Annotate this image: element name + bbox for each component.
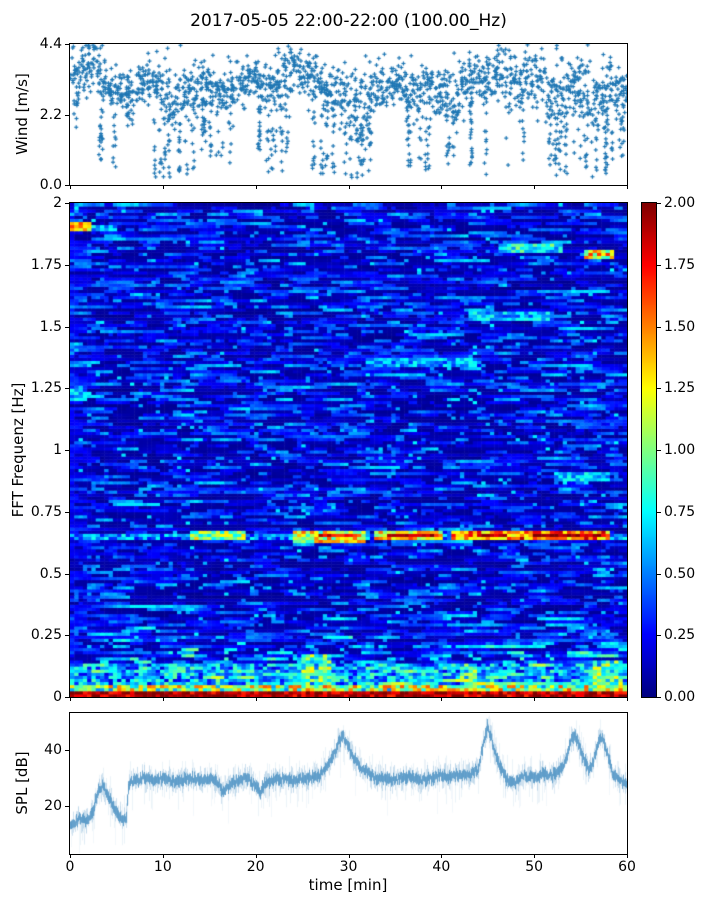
spectrogram-ytick-label: 0.75 xyxy=(30,503,62,520)
spectrogram-ytick-label: 2 xyxy=(53,195,62,211)
tick-mark xyxy=(255,697,257,701)
tick-mark xyxy=(70,854,71,858)
x-tick-label: 60 xyxy=(618,859,636,875)
spl-line-plot xyxy=(69,712,628,855)
tick-mark xyxy=(65,326,70,328)
spl-ytick-label: 20 xyxy=(44,798,62,815)
spectrogram-ytick-label: 0.5 xyxy=(39,565,62,582)
tick-mark xyxy=(657,573,661,575)
tick-mark xyxy=(162,854,164,858)
wind-ytick-label: 0.0 xyxy=(39,177,62,193)
tick-mark xyxy=(162,185,164,189)
tick-mark xyxy=(65,697,70,698)
tick-mark xyxy=(657,450,661,451)
tick-mark xyxy=(65,573,70,575)
tick-mark xyxy=(162,697,164,701)
tick-mark xyxy=(534,854,536,858)
spectrogram-ytick-label: 0.25 xyxy=(30,627,62,644)
colorbar-tick-label: 2.00 xyxy=(664,195,696,211)
spectrogram-ytick-label: 0 xyxy=(53,689,62,705)
x-axis-label: time [min] xyxy=(308,876,388,894)
tick-mark xyxy=(657,203,661,204)
colorbar-tick-label: 0.25 xyxy=(664,627,696,644)
tick-mark xyxy=(534,697,536,701)
spectrogram-ytick-label: 1.75 xyxy=(30,256,62,273)
x-tick-label: 50 xyxy=(525,859,544,875)
wind-ytick-label: 2.2 xyxy=(39,106,62,123)
tick-mark xyxy=(70,697,71,701)
tick-mark xyxy=(70,185,71,189)
tick-mark xyxy=(627,854,628,858)
colorbar-tick-label: 1.50 xyxy=(664,318,696,335)
tick-mark xyxy=(65,806,70,808)
tick-mark xyxy=(657,511,661,513)
tick-mark xyxy=(65,511,70,513)
tick-mark xyxy=(65,114,70,116)
tick-mark xyxy=(657,264,661,266)
tick-mark xyxy=(65,635,70,637)
tick-mark xyxy=(627,185,628,189)
spectrogram-plot xyxy=(69,202,628,698)
x-tick-label: 30 xyxy=(339,859,358,875)
tick-mark xyxy=(657,635,661,637)
colorbar-tick-label: 1.25 xyxy=(664,380,696,397)
wind-scatter-canvas xyxy=(70,44,627,185)
colorbar-tick-label: 1.75 xyxy=(664,256,696,273)
tick-mark xyxy=(348,854,350,858)
tick-mark xyxy=(657,388,661,390)
tick-mark xyxy=(65,44,70,45)
tick-mark xyxy=(65,185,70,186)
tick-mark xyxy=(348,185,350,189)
spectrogram-ytick-label: 1.25 xyxy=(30,380,62,397)
colorbar-canvas xyxy=(642,203,656,697)
tick-mark xyxy=(657,326,661,328)
colorbar-tick-label: 0.00 xyxy=(664,689,696,705)
x-tick-label: 10 xyxy=(153,859,172,875)
colorbar-tick-label: 1.00 xyxy=(664,442,696,458)
spectrogram-ytick-label: 1.5 xyxy=(39,318,62,335)
colorbar-tick-label: 0.50 xyxy=(664,565,696,582)
tick-mark xyxy=(255,185,257,189)
wind-scatter-plot xyxy=(69,43,628,186)
tick-mark xyxy=(65,749,70,751)
colorbar-tick-label: 0.75 xyxy=(664,503,696,520)
colorbar xyxy=(641,202,657,698)
figure-title: 2017-05-05 22:00-22:00 (100.00_Hz) xyxy=(190,11,507,31)
tick-mark xyxy=(441,185,443,189)
wind-ytick-label: 4.4 xyxy=(39,36,62,52)
spectrogram-canvas xyxy=(70,203,627,697)
tick-mark xyxy=(65,203,70,204)
spl-ytick-label: 40 xyxy=(44,741,62,758)
tick-mark xyxy=(627,697,628,701)
spl-line-canvas xyxy=(70,713,627,854)
spectrogram-ytick-label: 1 xyxy=(53,442,62,458)
tick-mark xyxy=(441,697,443,701)
tick-mark xyxy=(65,388,70,390)
x-tick-label: 0 xyxy=(65,859,75,875)
x-tick-label: 40 xyxy=(432,859,451,875)
tick-mark xyxy=(348,697,350,701)
tick-mark xyxy=(534,185,536,189)
tick-mark xyxy=(657,697,661,698)
x-tick-label: 20 xyxy=(246,859,265,875)
tick-mark xyxy=(65,450,70,451)
tick-mark xyxy=(255,854,257,858)
tick-mark xyxy=(441,854,443,858)
tick-mark xyxy=(65,264,70,266)
